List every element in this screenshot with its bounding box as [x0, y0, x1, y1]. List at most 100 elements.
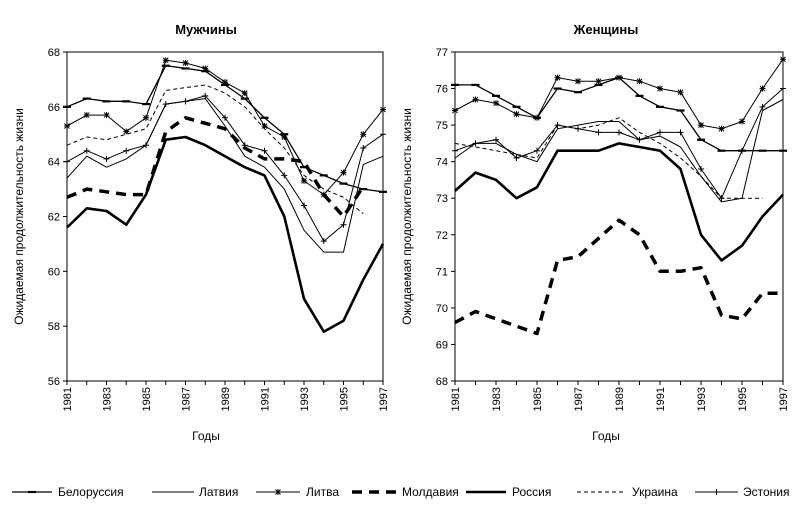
data-point: [360, 131, 367, 138]
data-point: [202, 65, 209, 72]
data-point: [360, 144, 367, 151]
data-point: [472, 140, 479, 147]
y-tick-label: 73: [436, 193, 448, 205]
data-point: [677, 89, 684, 96]
series-line: [66, 98, 384, 253]
data-point: [780, 85, 786, 92]
data-point: [261, 123, 268, 130]
data-point: [452, 147, 458, 154]
series-line: [454, 218, 783, 336]
y-tick-label: 70: [436, 303, 448, 315]
series-line: [66, 84, 364, 215]
data-point: [340, 221, 347, 228]
x-tick-label: 1985: [141, 387, 153, 411]
x-tick-label: 1981: [62, 387, 74, 411]
men-chart: Мужчины 56 58 60 62 64 66 68 1981 1983 1985 1987 198…: [12, 22, 390, 443]
data-point: [698, 165, 704, 172]
data-point: [281, 133, 288, 140]
data-point: [657, 129, 663, 136]
data-point: [123, 128, 130, 135]
y-tick-label: 68: [436, 376, 448, 388]
data-point: [222, 79, 228, 86]
y-tick-label: 56: [48, 376, 60, 388]
data-point: [575, 125, 581, 132]
data-point: [493, 100, 499, 107]
data-point: [759, 85, 766, 92]
data-point: [534, 147, 540, 154]
data-point: [780, 56, 786, 63]
legend-label: Россия: [512, 485, 551, 499]
legend-item: Белоруссия: [12, 485, 124, 499]
series-0: [451, 76, 787, 152]
data-point: [616, 129, 622, 136]
y-tick-label: 71: [436, 266, 448, 278]
y-tick-label: 76: [436, 84, 448, 96]
x-tick-label: 1995: [339, 387, 351, 411]
data-point: [340, 169, 347, 176]
y-tick-label: 64: [48, 157, 60, 169]
legend-item: Россия: [466, 485, 551, 499]
data-point: [182, 98, 189, 105]
data-point: [301, 202, 307, 209]
series-1: [454, 99, 784, 203]
data-point: [380, 131, 386, 138]
chart-title: Женщины: [573, 22, 639, 37]
legend-item: Латвия: [152, 485, 238, 499]
y-tick-label: 75: [436, 120, 448, 132]
data-point: [534, 114, 540, 121]
y-tick-label: 62: [48, 212, 60, 224]
legend-marker: [713, 489, 720, 495]
data-point: [103, 155, 110, 162]
data-point: [616, 74, 622, 81]
data-point: [143, 114, 149, 121]
data-point: [513, 111, 520, 118]
series-2: [64, 57, 386, 198]
legend-item: Эстония: [695, 485, 790, 499]
data-point: [718, 125, 725, 132]
series-6: [64, 92, 386, 245]
y-tick-label: 58: [48, 321, 60, 333]
y-tick-label: 74: [436, 157, 448, 169]
x-tick-label: 1989: [614, 387, 626, 411]
data-point: [472, 96, 479, 103]
data-point: [301, 177, 307, 184]
x-tick-label: 1983: [491, 387, 503, 411]
women-chart: Женщины 68 69 70 71 72 73 74 75 76 77 1981 1983 1985 1…: [400, 22, 790, 443]
series-5: [66, 84, 364, 215]
legend-label: Эстония: [743, 485, 790, 499]
x-axis-label: Годы: [592, 429, 620, 443]
data-point: [162, 101, 169, 108]
data-point: [595, 78, 602, 85]
series-3: [66, 116, 365, 219]
data-point: [380, 106, 386, 113]
data-point: [595, 129, 602, 136]
data-point: [320, 238, 327, 245]
data-point: [452, 107, 458, 114]
x-tick-label: 1989: [220, 387, 232, 411]
data-point: [677, 129, 684, 136]
y-axis-label: Ожидаемая продолжительность жизни: [12, 108, 26, 325]
y-tick-label: 66: [48, 102, 60, 114]
x-tick-label: 1981: [450, 387, 462, 411]
series-line: [66, 116, 365, 219]
data-point: [222, 114, 228, 121]
legend-marker: [275, 489, 281, 495]
data-point: [202, 92, 209, 99]
data-point: [636, 78, 643, 85]
y-axis-label: Ожидаемая продолжительность жизни: [400, 108, 414, 325]
series-line: [455, 76, 783, 152]
plot-area: [454, 51, 784, 382]
data-point: [182, 59, 189, 66]
data-point: [636, 136, 643, 143]
data-point: [513, 155, 520, 162]
y-tick-label: 60: [48, 266, 60, 278]
x-tick-label: 1995: [737, 387, 749, 411]
x-tick-label: 1991: [655, 387, 667, 411]
data-point: [261, 147, 268, 154]
data-point: [554, 74, 561, 81]
x-tick-label: 1983: [102, 387, 114, 411]
series-3: [454, 218, 783, 336]
series-2: [452, 56, 786, 132]
legend-item: Украина: [577, 485, 678, 499]
data-point: [554, 122, 561, 129]
